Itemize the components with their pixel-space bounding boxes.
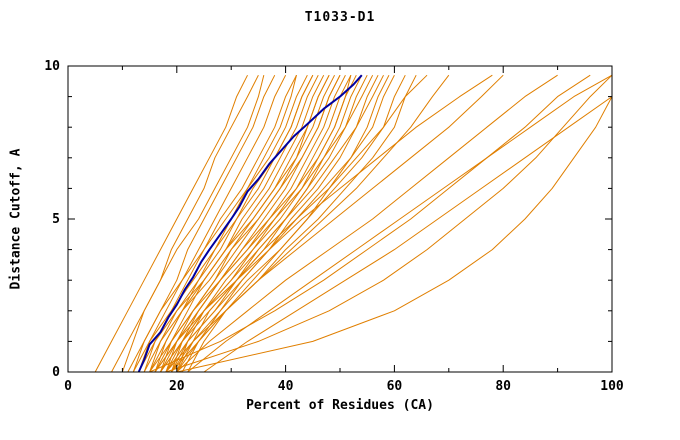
x-tick-label: 100 bbox=[600, 379, 624, 394]
model-curve bbox=[149, 75, 352, 373]
y-tick-label: 0 bbox=[52, 365, 60, 380]
model-curve bbox=[132, 74, 314, 373]
x-tick-label: 0 bbox=[64, 379, 72, 394]
model-curve bbox=[160, 74, 384, 373]
model-curve bbox=[203, 75, 613, 373]
model-curve bbox=[143, 74, 341, 373]
x-tick-label: 40 bbox=[278, 379, 294, 394]
y-tick-label: 5 bbox=[52, 212, 60, 227]
model-curve bbox=[176, 75, 613, 373]
x-tick-label: 20 bbox=[169, 379, 185, 394]
model-curve bbox=[111, 75, 265, 373]
chart-title: T1033-D1 bbox=[304, 10, 376, 25]
model-curve bbox=[121, 74, 259, 373]
model-curve bbox=[138, 74, 287, 373]
x-axis-label: Percent of Residues (CA) bbox=[246, 398, 434, 413]
model-curve bbox=[160, 74, 428, 373]
model-curve bbox=[132, 74, 276, 373]
model-curve bbox=[154, 74, 374, 373]
model-curve bbox=[138, 74, 330, 373]
x-tick-label: 60 bbox=[387, 379, 403, 394]
model-curve bbox=[154, 74, 493, 373]
y-tick-label: 10 bbox=[44, 59, 60, 74]
model-curve bbox=[165, 74, 504, 373]
model-curve bbox=[127, 75, 297, 373]
model-curve bbox=[94, 74, 248, 373]
model-curve bbox=[143, 74, 297, 373]
x-tick-label: 80 bbox=[495, 379, 511, 394]
model-curve bbox=[170, 74, 450, 373]
model-curve bbox=[187, 74, 390, 373]
model-curve bbox=[154, 74, 325, 373]
model-curve bbox=[149, 74, 591, 373]
model-curve bbox=[165, 74, 613, 373]
model-curve bbox=[154, 74, 319, 373]
highlight-curve bbox=[137, 74, 363, 373]
model-curve bbox=[187, 74, 613, 373]
model-curve bbox=[176, 74, 558, 373]
model-curve bbox=[181, 74, 379, 373]
